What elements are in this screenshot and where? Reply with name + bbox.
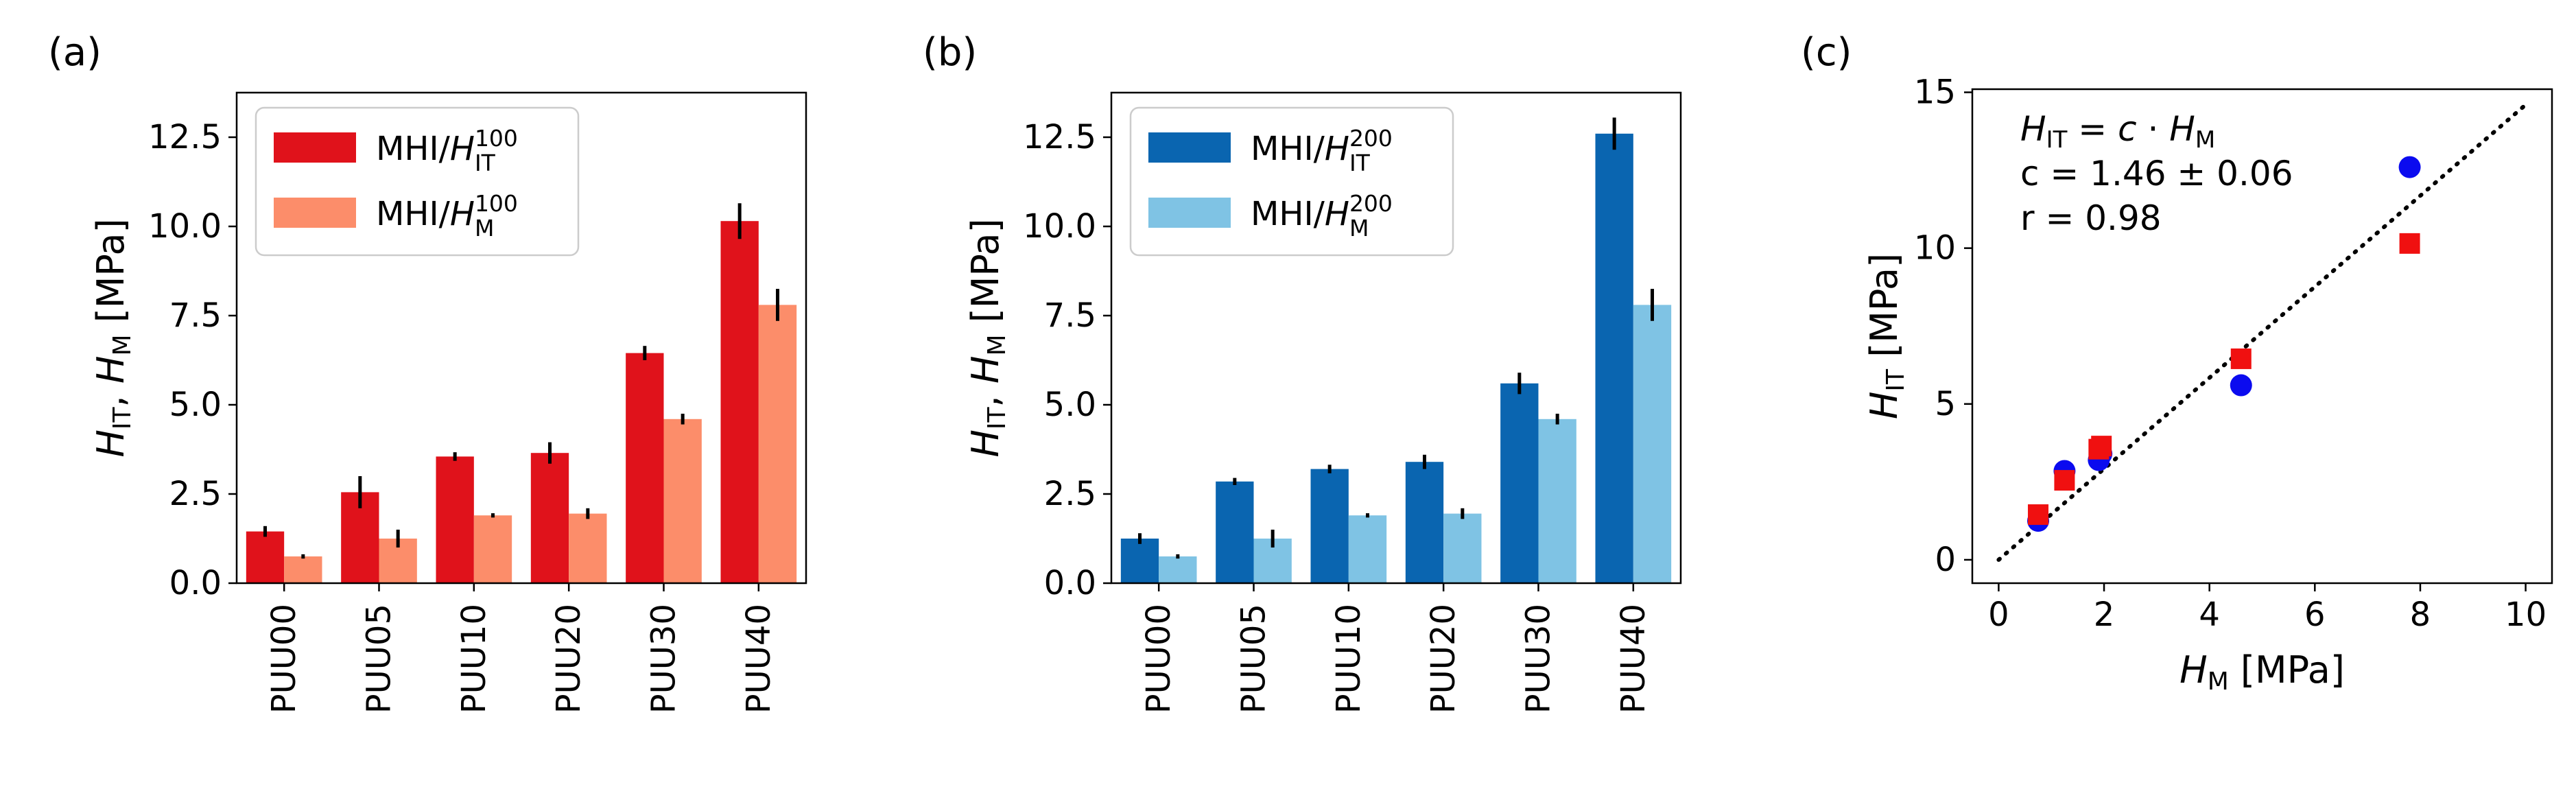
y-tick-label: 5.0: [169, 386, 222, 424]
y-tick-label: 12.5: [148, 118, 222, 156]
x-tick-label: PUU40: [1614, 604, 1653, 714]
x-tick-label: PUU20: [1424, 604, 1463, 714]
x-tick-label: 8: [2410, 596, 2431, 634]
y-tick-label: 0: [1935, 541, 1956, 579]
point-MHI 100: [2091, 436, 2112, 457]
point-MHI 100: [2230, 348, 2252, 369]
bar-MHI/H_IT^200-PUU10: [1310, 469, 1349, 583]
legend-label: MHI/H100 M: [376, 190, 518, 242]
plot-frame: [235, 91, 807, 585]
fit-correlation: r = 0.98: [2020, 198, 2162, 238]
panel-c-label: (c): [1801, 30, 1852, 75]
panel-b-label: (b): [923, 30, 977, 75]
y-axis-label: HIT, HM [MPa]: [964, 218, 1011, 457]
x-tick-label: PUU20: [550, 604, 588, 714]
bar-MHI/H_M^100-PUU10: [473, 515, 512, 583]
bar-MHI/H_M^200-PUU40: [1633, 305, 1672, 583]
x-tick-label: 10: [2505, 596, 2547, 634]
point-MHI 100: [2399, 233, 2420, 254]
y-tick-label: 5.0: [1044, 386, 1096, 424]
y-tick-label: 2.5: [169, 475, 222, 513]
bar-MHI/H_IT^100-PUU30: [626, 353, 664, 583]
x-tick-label: PUU00: [1139, 604, 1178, 714]
panel-a-label: (a): [48, 30, 102, 75]
x-tick-label: PUU00: [265, 604, 303, 714]
legend-swatch: [1148, 198, 1231, 228]
y-tick-label: 15: [1914, 73, 1956, 112]
point-MHI 200: [2398, 156, 2421, 178]
bar-MHI/H_IT^200-PUU20: [1405, 462, 1444, 583]
y-tick-label: 10: [1914, 229, 1956, 268]
point-MHI 100: [2028, 504, 2049, 526]
plot-frame: [1971, 88, 2553, 585]
point-MHI 100: [2054, 470, 2075, 491]
fit-equation: HIT = c · HM: [2020, 109, 2215, 154]
y-tick-label: 2.5: [1044, 475, 1096, 513]
x-tick-label: PUU30: [1520, 604, 1558, 714]
y-tick-label: 10.0: [148, 207, 222, 246]
legend-label: MHI/H200 M: [1251, 190, 1393, 242]
y-tick-label: 0.0: [169, 564, 222, 602]
legend-label: MHI/H100 IT: [376, 125, 518, 176]
bar-MHI/H_M^100-PUU40: [758, 305, 797, 583]
bar-MHI/H_IT^200-PUU00: [1120, 539, 1159, 583]
y-tick-label: 10.0: [1023, 207, 1096, 246]
bar-MHI/H_M^200-PUU10: [1348, 515, 1387, 583]
y-axis-label: HIT [MPa]: [1863, 253, 1910, 419]
plot-frame: [1110, 91, 1682, 585]
bar-MHI/H_M^100-PUU30: [663, 419, 702, 583]
x-tick-label: PUU10: [1330, 604, 1368, 714]
y-tick-label: 0.0: [1044, 564, 1096, 602]
x-tick-label: 2: [2094, 596, 2115, 634]
panel-b: (b) 0.0 2.5 5.0 7.5 10.0 12.5 HIT, HM [MPa] PUU…: [923, 30, 1682, 714]
y-tick-label: 7.5: [169, 296, 222, 335]
y-tick-label: 5: [1935, 385, 1956, 423]
bar-MHI/H_M^200-PUU00: [1159, 556, 1197, 583]
bar-MHI/H_IT^200-PUU05: [1216, 481, 1254, 583]
x-axis-label: HM [MPa]: [2179, 648, 2345, 696]
x-tick-label: 6: [2304, 596, 2326, 634]
legend-swatch: [274, 132, 356, 163]
x-tick-label: 0: [1988, 596, 2009, 634]
legend-label: MHI/H200 IT: [1251, 125, 1393, 176]
bar-MHI/H_M^200-PUU20: [1443, 513, 1482, 583]
y-tick-label: 7.5: [1044, 296, 1096, 335]
x-tick-label: 4: [2199, 596, 2220, 634]
x-tick-label: PUU40: [740, 604, 778, 714]
legend-swatch: [1148, 132, 1231, 163]
point-MHI 200: [2230, 374, 2252, 397]
x-tick-label: PUU30: [645, 604, 683, 714]
x-tick-label: PUU10: [455, 604, 493, 714]
panel-c: (c) 0 2 4 6 8 10 0 5 10 15 HM [MPa] HIT [MPa] HIT =…: [1801, 30, 2553, 696]
bar-MHI/H_IT^100-PUU40: [720, 221, 759, 583]
bar-MHI/H_M^100-PUU20: [569, 513, 607, 583]
x-tick-label: PUU05: [360, 604, 399, 714]
legend-swatch: [274, 198, 356, 228]
fit-line: [1996, 102, 2528, 562]
bar-MHI/H_M^200-PUU30: [1538, 419, 1576, 583]
panel-a: (a) 0.0 2.5 5.0 7.5 10.0 12.5 HIT, HM [MPa] PUU…: [48, 30, 807, 714]
y-axis-label: HIT, HM [MPa]: [89, 218, 137, 457]
bar-MHI/H_IT^200-PUU30: [1500, 383, 1539, 583]
bar-MHI/H_M^100-PUU00: [284, 556, 322, 583]
fit-coefficient: c = 1.46 ± 0.06: [2020, 154, 2293, 193]
x-tick-label: PUU05: [1235, 604, 1273, 714]
bar-MHI/H_IT^200-PUU40: [1595, 133, 1633, 584]
bar-MHI/H_IT^100-PUU20: [530, 453, 569, 583]
y-tick-label: 12.5: [1023, 118, 1096, 156]
bar-MHI/H_IT^100-PUU10: [436, 456, 474, 583]
bar-MHI/H_IT^100-PUU00: [246, 531, 285, 583]
